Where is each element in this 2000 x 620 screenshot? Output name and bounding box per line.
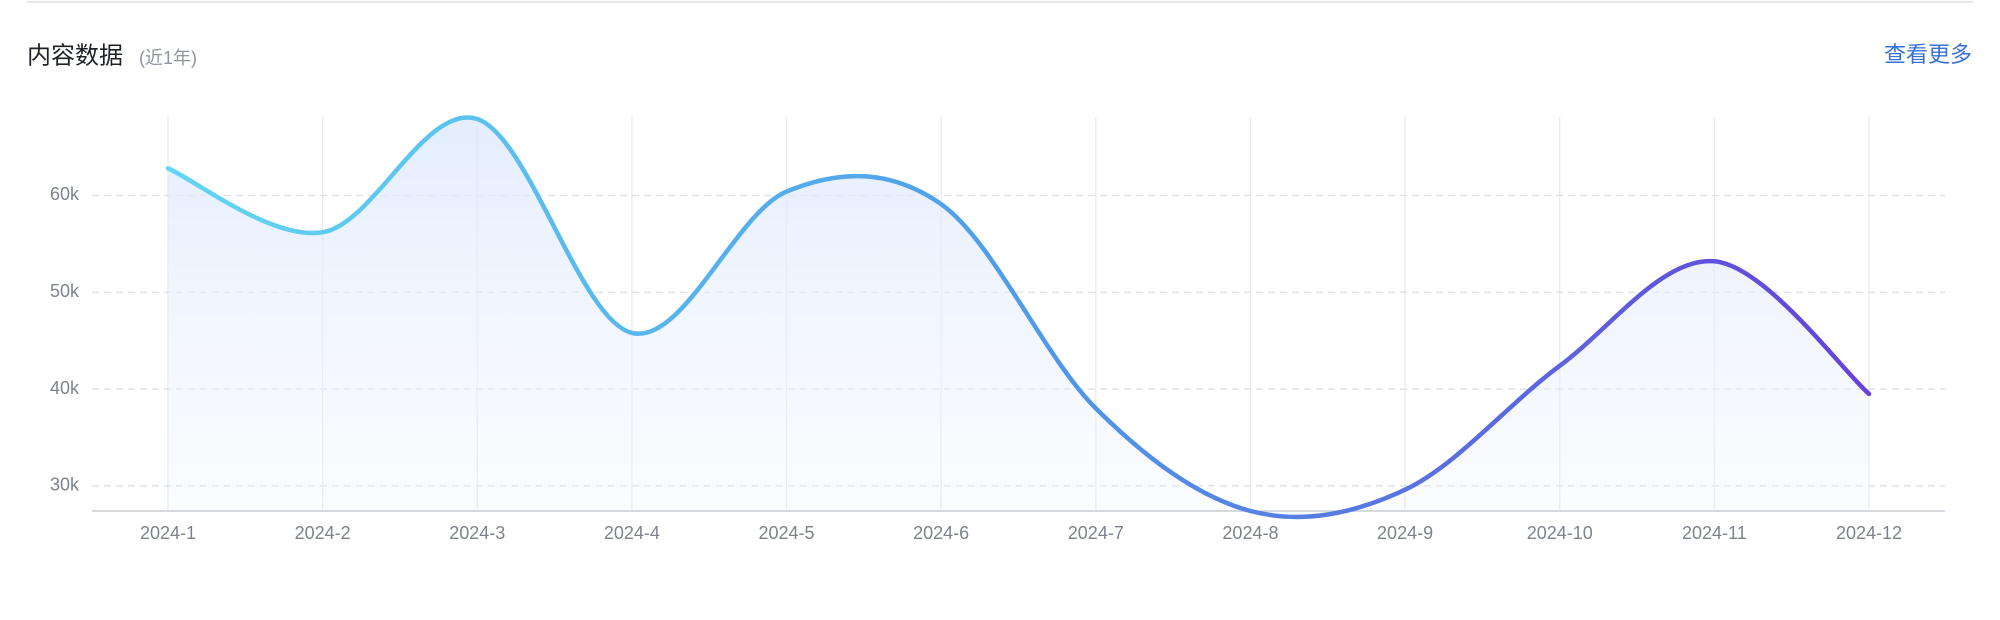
x-tick-label: 2024-12 bbox=[1836, 523, 1902, 543]
area-fill bbox=[168, 117, 1869, 517]
x-tick-label: 2024-8 bbox=[1222, 523, 1278, 543]
view-more-link[interactable]: 查看更多 bbox=[1884, 42, 1972, 67]
x-tick-label: 2024-2 bbox=[295, 523, 351, 543]
x-tick-label: 2024-10 bbox=[1527, 523, 1593, 543]
x-tick-label: 2024-1 bbox=[140, 523, 196, 543]
chart-subtitle: (近1年) bbox=[139, 48, 197, 68]
x-tick-label: 2024-4 bbox=[604, 523, 660, 543]
y-tick-label: 40k bbox=[50, 378, 80, 398]
x-tick-label: 2024-11 bbox=[1682, 523, 1747, 543]
y-tick-label: 30k bbox=[50, 475, 80, 495]
y-tick-label: 50k bbox=[50, 281, 80, 301]
x-tick-label: 2024-6 bbox=[913, 523, 969, 543]
x-tick-label: 2024-9 bbox=[1377, 523, 1433, 543]
chart-title: 内容数据 bbox=[27, 42, 123, 69]
x-tick-label: 2024-7 bbox=[1068, 523, 1124, 543]
line bbox=[165, 115, 1872, 520]
x-tick-label: 2024-5 bbox=[759, 523, 815, 543]
x-tick-label: 2024-3 bbox=[449, 523, 505, 543]
y-tick-label: 60k bbox=[50, 184, 80, 204]
